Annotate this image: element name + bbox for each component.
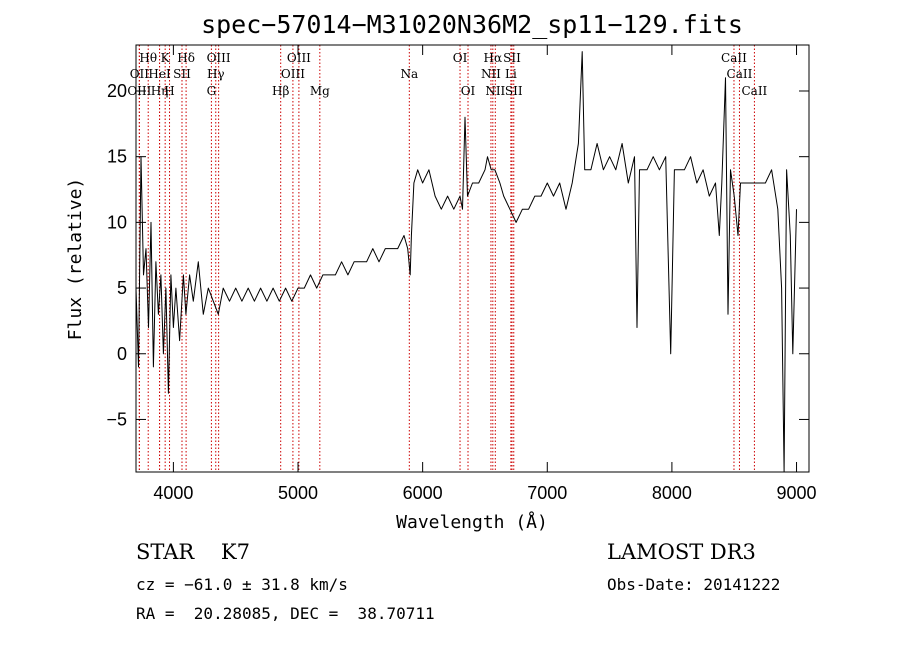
y-tick-label-4: 15 [107,147,127,167]
line-label-27: CaII [741,84,767,98]
line-label-25: CaII [721,51,747,65]
plot-frame [135,44,810,473]
x-tick-label-1: 5000 [278,483,318,503]
line-label-21: NII [481,67,501,81]
line-label-6: SII [173,67,191,81]
x-tick-label-0: 4000 [153,483,193,503]
line-label-8: Hδ [177,51,195,65]
x-axis-label: Wavelength (Å) [396,511,548,533]
line-label-10: Hγ [207,67,225,81]
y-tick-label-2: 5 [117,278,127,298]
line-label-3: K [161,51,171,65]
line-label-23: NII [485,84,505,98]
spectral-line-markers [138,45,755,472]
line-label-7: H [164,84,174,98]
object-class: STAR K7 [136,540,250,564]
coordinates: RA = 20.28085, DEC = 38.70711 [136,604,435,623]
y-tick-label-1: 0 [117,344,127,364]
line-label-12: Hβ [272,84,289,98]
x-tick-label-3: 7000 [527,483,567,503]
observation-date: Obs-Date: 20141222 [607,575,781,594]
line-label-16: Na [400,67,418,81]
redshift-velocity: cz = −61.0 ± 31.8 km/s [136,575,348,594]
x-tick-label-5: 9000 [777,483,817,503]
line-label-0: Hθ [139,51,157,65]
line-label-22: Li [505,67,517,81]
line-label-5: Hη [151,84,169,98]
line-label-24: SII [505,84,523,98]
line-label-18: OI [461,84,476,98]
y-tick-label-3: 10 [107,212,127,232]
y-tick-label-0: −5 [106,409,127,429]
line-label-9: OIII [207,51,231,65]
axis-ticks: 4000 5000 6000 7000 8000 9000 −5 0 5 10 15 20 [106,45,817,503]
x-tick-label-4: 8000 [652,483,692,503]
line-label-1: OII [130,67,150,81]
line-label-19: Hα [484,51,503,65]
line-label-11: G [207,84,217,98]
line-label-15: Mg [310,84,330,98]
line-label-20: SII [503,51,521,65]
line-label-17: OI [453,51,468,65]
x-tick-label-2: 6000 [403,483,443,503]
line-label-13: OIII [287,51,311,65]
line-label-26: CaII [727,67,753,81]
chart-title: spec−57014−M31020N36M2_sp11−129.fits [201,10,743,39]
survey-name: LAMOST DR3 [607,540,756,564]
line-label-14: OIII [281,67,305,81]
y-tick-label-5: 20 [107,81,127,101]
line-label-4: HeI [148,67,171,81]
series-line-flux [135,51,797,473]
y-axis-label: Flux (relative) [65,178,86,341]
flux-series [135,51,797,473]
